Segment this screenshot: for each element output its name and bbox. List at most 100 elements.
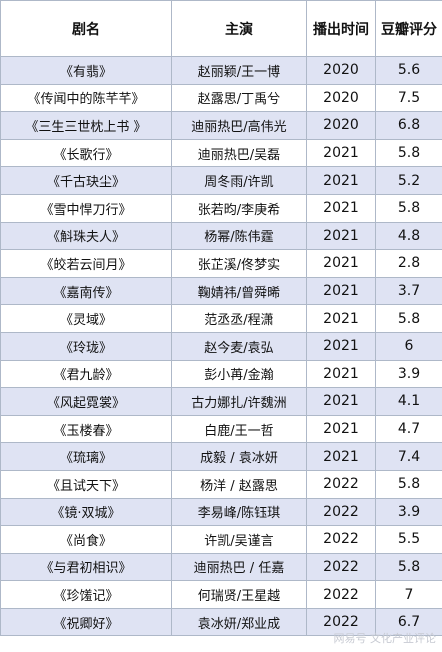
- douban-score-cell: 5.8: [375, 469, 442, 499]
- douban-score-cell: 5.8: [375, 304, 442, 333]
- air-year-cell: 2022: [306, 525, 376, 554]
- air-year-cell: 2021: [306, 414, 376, 444]
- air-year-cell: 2022: [306, 552, 376, 582]
- drama-name-cell: 《长歌行》: [0, 138, 172, 168]
- douban-score-cell: 5.8: [375, 552, 442, 582]
- header-air-year: 播出时间: [306, 0, 376, 57]
- air-year-cell: 2022: [306, 497, 376, 527]
- douban-score-cell: 4.7: [375, 414, 442, 444]
- cast-cell: 许凯/吴谨言: [171, 525, 307, 554]
- drama-name-cell: 《嘉南传》: [0, 276, 172, 306]
- douban-score-cell: 2.8: [375, 249, 442, 278]
- cast-cell: 迪丽热巴/吴磊: [171, 138, 307, 168]
- header-drama-name: 剧名: [0, 0, 172, 57]
- douban-score-cell: 3.9: [375, 497, 442, 527]
- cast-cell: 彭小苒/金瀚: [171, 359, 307, 389]
- table-row: 《镜·双城》 李易峰/陈钰琪 2022 3.9: [0, 497, 442, 527]
- table-row: 《传闻中的陈芊芊》 赵露思/丁禹兮 2020 7.5: [0, 83, 442, 113]
- air-year-cell: 2021: [306, 359, 376, 389]
- douban-score-cell: 7: [375, 580, 442, 609]
- drama-name-cell: 《尚食》: [0, 525, 172, 554]
- cast-cell: 成毅 / 袁冰妍: [171, 442, 307, 471]
- drama-name-cell: 《珍馐记》: [0, 580, 172, 609]
- table-row: 《风起霓裳》 古力娜扎/许魏洲 2021 4.1: [0, 387, 442, 416]
- cast-cell: 迪丽热巴 / 任嘉: [171, 552, 307, 582]
- cast-cell: 张若昀/李庚希: [171, 193, 307, 223]
- douban-score-cell: 7.5: [375, 83, 442, 113]
- air-year-cell: 2022: [306, 469, 376, 499]
- air-year-cell: 2021: [306, 138, 376, 168]
- douban-score-cell: 5.8: [375, 193, 442, 223]
- douban-score-cell: 3.7: [375, 276, 442, 306]
- table-row: 《有翡》 赵丽颖/王一博 2020 5.6: [0, 56, 442, 85]
- header-row: 剧名 主演 播出时间 豆瓣评分: [0, 0, 442, 57]
- drama-name-cell: 《灵域》: [0, 304, 172, 333]
- drama-name-cell: 《斛珠夫人》: [0, 221, 172, 251]
- douban-score-cell: 5.5: [375, 525, 442, 554]
- table-row: 《尚食》 许凯/吴谨言 2022 5.5: [0, 525, 442, 554]
- drama-name-cell: 《玉楼春》: [0, 414, 172, 444]
- table-row: 《君九龄》 彭小苒/金瀚 2021 3.9: [0, 359, 442, 389]
- drama-name-cell: 《有翡》: [0, 56, 172, 85]
- drama-name-cell: 《且试天下》: [0, 469, 172, 499]
- table-row: 《长歌行》 迪丽热巴/吴磊 2021 5.8: [0, 138, 442, 168]
- air-year-cell: 2021: [306, 276, 376, 306]
- douban-score-cell: 6.7: [375, 607, 442, 637]
- drama-name-cell: 《传闻中的陈芊芊》: [0, 83, 172, 113]
- drama-name-cell: 《君九龄》: [0, 359, 172, 389]
- cast-cell: 袁冰妍/郑业成: [171, 607, 307, 637]
- air-year-cell: 2021: [306, 331, 376, 361]
- table-row: 《雪中悍刀行》 张若昀/李庚希 2021 5.8: [0, 193, 442, 223]
- drama-name-cell: 《琉璃》: [0, 442, 172, 471]
- air-year-cell: 2021: [306, 221, 376, 251]
- cast-cell: 古力娜扎/许魏洲: [171, 387, 307, 416]
- table-row: 《嘉南传》 鞠婧祎/曾舜晞 2021 3.7: [0, 276, 442, 306]
- cast-cell: 杨幂/陈伟霆: [171, 221, 307, 251]
- table-row: 《灵域》 范丞丞/程潇 2021 5.8: [0, 304, 442, 333]
- air-year-cell: 2020: [306, 83, 376, 113]
- cast-cell: 赵露思/丁禹兮: [171, 83, 307, 113]
- air-year-cell: 2021: [306, 193, 376, 223]
- douban-score-cell: 4.1: [375, 387, 442, 416]
- air-year-cell: 2021: [306, 249, 376, 278]
- douban-score-cell: 6: [375, 331, 442, 361]
- table-row: 《皎若云间月》 张芷溪/佟梦实 2021 2.8: [0, 249, 442, 278]
- table-row: 《祝卿好》 袁冰妍/郑业成 2022 6.7: [0, 607, 442, 637]
- douban-score-cell: 5.8: [375, 138, 442, 168]
- drama-name-cell: 《与君初相识》: [0, 552, 172, 582]
- air-year-cell: 2020: [306, 111, 376, 140]
- cast-cell: 范丞丞/程潇: [171, 304, 307, 333]
- watermark: 网易号 文化产业评论: [333, 632, 437, 645]
- air-year-cell: 2022: [306, 580, 376, 609]
- air-year-cell: 2021: [306, 166, 376, 195]
- table-row: 《与君初相识》 迪丽热巴 / 任嘉 2022 5.8: [0, 552, 442, 582]
- header-cast: 主演: [171, 0, 307, 57]
- table-row: 《斛珠夫人》 杨幂/陈伟霆 2021 4.8: [0, 221, 442, 251]
- cast-cell: 何瑞贤/王星越: [171, 580, 307, 609]
- cast-cell: 张芷溪/佟梦实: [171, 249, 307, 278]
- drama-ratings-table: 剧名 主演 播出时间 豆瓣评分 《有翡》 赵丽颖/王一博 2020 5.6 《传闻中的陈…: [0, 0, 442, 637]
- drama-name-cell: 《镜·双城》: [0, 497, 172, 527]
- drama-name-cell: 《三生三世枕上书 》: [0, 111, 172, 140]
- cast-cell: 白鹿/王一哲: [171, 414, 307, 444]
- table-row: 《珍馐记》 何瑞贤/王星越 2022 7: [0, 580, 442, 609]
- table-row: 《玉楼春》 白鹿/王一哲 2021 4.7: [0, 414, 442, 444]
- drama-name-cell: 《玲珑》: [0, 331, 172, 361]
- cast-cell: 李易峰/陈钰琪: [171, 497, 307, 527]
- drama-name-cell: 《风起霓裳》: [0, 387, 172, 416]
- douban-score-cell: 6.8: [375, 111, 442, 140]
- cast-cell: 鞠婧祎/曾舜晞: [171, 276, 307, 306]
- header-douban-score: 豆瓣评分: [375, 0, 442, 57]
- air-year-cell: 2021: [306, 387, 376, 416]
- drama-name-cell: 《祝卿好》: [0, 607, 172, 637]
- drama-name-cell: 《千古玦尘》: [0, 166, 172, 195]
- cast-cell: 杨洋 / 赵露思: [171, 469, 307, 499]
- table-row: 《三生三世枕上书 》迪丽热巴/高伟光 2020 6.8: [0, 111, 442, 140]
- table-row: 《且试天下》 杨洋 / 赵露思 2022 5.8: [0, 469, 442, 499]
- table-row: 《玲珑》 赵今麦/袁弘 2021 6: [0, 331, 442, 361]
- cast-cell: 赵今麦/袁弘: [171, 331, 307, 361]
- air-year-cell: 2021: [306, 442, 376, 471]
- douban-score-cell: 5.6: [375, 56, 442, 85]
- cast-cell: 周冬雨/许凯: [171, 166, 307, 195]
- table-row: 《千古玦尘》 周冬雨/许凯 2021 5.2: [0, 166, 442, 195]
